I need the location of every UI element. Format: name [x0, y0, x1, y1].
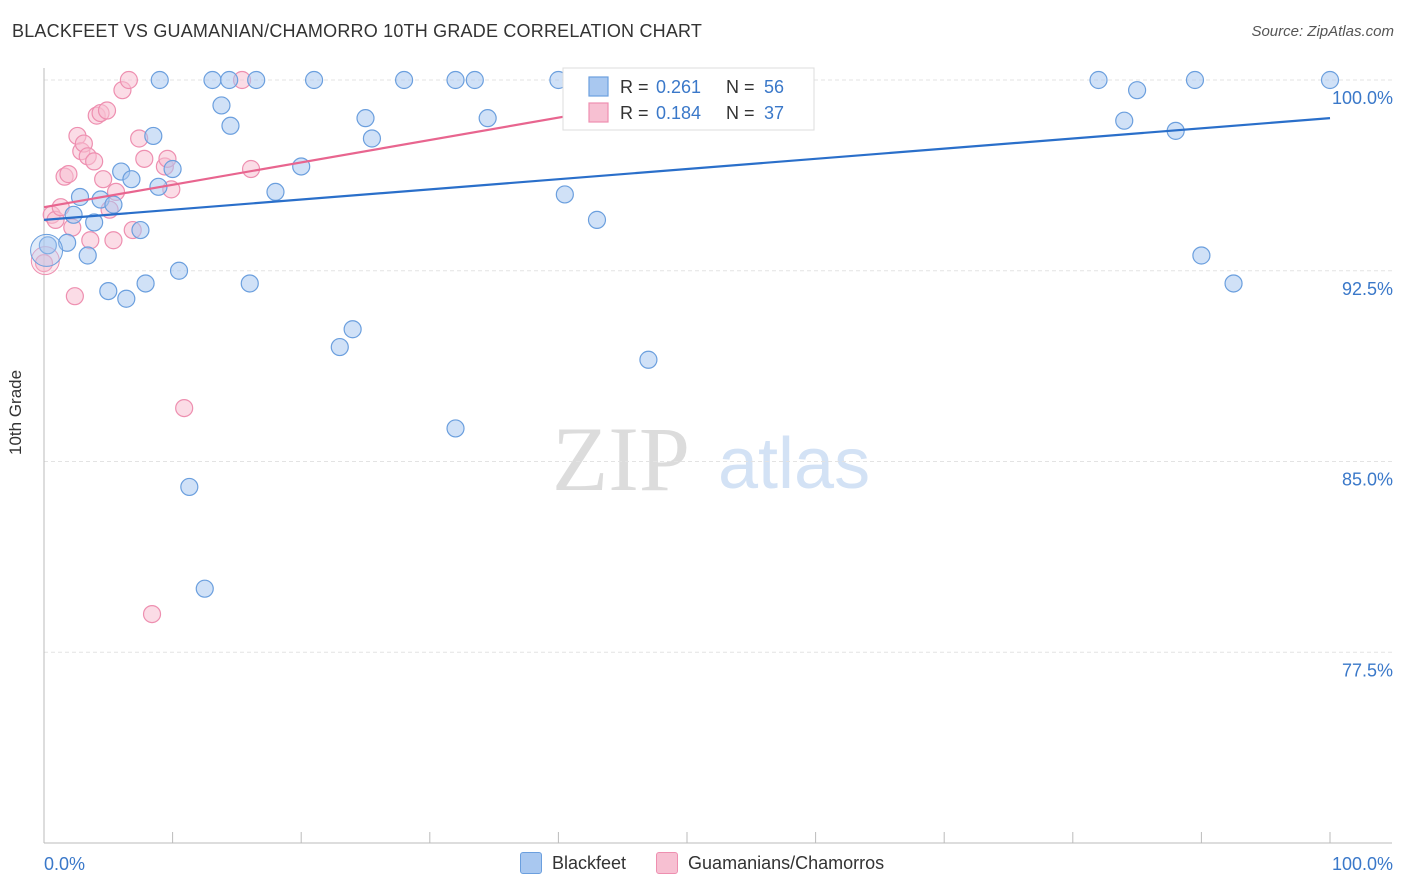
blackfeet-point-1: [58, 233, 77, 252]
chart-title: BLACKFEET VS GUAMANIAN/CHAMORRO 10TH GRA…: [12, 21, 703, 41]
blackfeet-point-42: [639, 350, 658, 369]
blackfeet-point-26: [247, 70, 266, 90]
legend-r-value-1: 0.261: [656, 77, 701, 97]
blackfeet-point-19: [180, 477, 199, 497]
y-tick-label-3: 100.0%: [1332, 88, 1393, 108]
blackfeet-point-29: [304, 70, 324, 90]
blackfeet-point-45: [1127, 81, 1147, 100]
guam-point-30: [175, 398, 194, 418]
blackfeet-point-25: [240, 274, 259, 293]
guam-point-19: [104, 231, 123, 250]
axes: [43, 68, 1392, 844]
guam-point-17: [97, 101, 117, 120]
legend-n-label-2: N =: [726, 103, 760, 123]
blackfeet-point-2: [64, 205, 83, 224]
blackfeet-point-48: [1192, 246, 1211, 265]
guam-point-16: [94, 170, 113, 189]
blackfeet-point-30: [330, 337, 349, 357]
x-tick-label-min: 0.0%: [44, 854, 85, 874]
gridlines: [44, 79, 1392, 653]
legend-r-label-1: R =: [620, 77, 654, 97]
blackfeet-point-43: [1089, 70, 1108, 90]
blackfeet-point-10: [117, 289, 136, 308]
watermark-atlas: atlas: [718, 424, 870, 504]
blackfeet-point-33: [362, 129, 382, 148]
blackfeet-point-21: [203, 70, 222, 90]
blackfeet-point-31: [343, 320, 362, 339]
legend-label-guam: Guamanians/Chamorros: [688, 852, 885, 873]
blackfeet-point-4: [78, 246, 97, 265]
y-tick-label-2: 92.5%: [1342, 279, 1393, 299]
guam-points: [30, 70, 261, 624]
guam-point-13: [85, 152, 104, 171]
legend-n-label-1: N =: [726, 77, 760, 97]
legend-n-value-2: 37: [764, 103, 784, 123]
blackfeet-point-7: [99, 281, 118, 301]
legend-top-swatch-blackfeet: [588, 76, 609, 97]
blackfeet-point-12: [131, 220, 150, 240]
guam-point-25: [135, 149, 154, 168]
blackfeet-point-32: [356, 109, 375, 128]
blackfeet-point-0: [38, 236, 57, 255]
guam-point-7: [65, 287, 84, 306]
blackfeet-point-38: [478, 109, 497, 128]
y-tick-labels: 77.5% 85.0% 92.5% 100.0%: [1332, 88, 1393, 680]
legend-r-value-2: 0.184: [656, 103, 701, 123]
legend-swatch-guam: [656, 852, 679, 874]
trend-line-blackfeet: [43, 117, 1331, 221]
legend-item-guam: Guamanians/Chamorros: [656, 852, 884, 874]
blackfeet-point-13: [136, 274, 155, 293]
blackfeet-point-44: [1115, 111, 1134, 130]
blackfeet-point-5: [85, 213, 104, 232]
legend-swatch-blackfeet: [520, 852, 542, 874]
legend-item-blackfeet: Blackfeet: [520, 852, 626, 874]
legend-top: R = 0.261 N = 56 R = 0.184 N = 37: [562, 67, 815, 131]
blackfeet-point-37: [465, 70, 484, 90]
y-tick-label-0: 77.5%: [1342, 660, 1393, 680]
y-tick-label-1: 85.0%: [1342, 470, 1393, 490]
legend-n-value-1: 56: [764, 77, 784, 97]
guam-point-5: [59, 165, 78, 184]
blackfeet-point-49: [1224, 274, 1243, 293]
guam-point-12: [81, 231, 100, 250]
blackfeet-point-17: [163, 159, 182, 179]
blackfeet-point-23: [221, 116, 240, 135]
legend-r-label-2: R =: [620, 103, 654, 123]
blackfeet-point-11: [122, 170, 141, 189]
blackfeet-point-20: [195, 579, 214, 598]
blackfeet-point-22: [212, 96, 231, 115]
legend-bottom: Blackfeet Guamanians/Chamorros: [520, 852, 914, 874]
blackfeet-point-8: [104, 195, 123, 214]
blackfeet-points: [30, 70, 1340, 598]
blackfeet-point-24: [220, 70, 239, 90]
blackfeet-point-41: [587, 210, 607, 229]
legend-label-blackfeet: Blackfeet: [552, 852, 627, 873]
legend-top-swatch-guam: [588, 102, 609, 123]
blackfeet-point-18: [169, 261, 189, 280]
blackfeet-point-35: [446, 419, 465, 438]
guam-point-0: [34, 254, 54, 273]
blackfeet-point-cluster: [30, 233, 64, 267]
blackfeet-point-14: [144, 126, 163, 146]
x-ticks: [43, 832, 1331, 843]
blackfeet-point-16: [150, 70, 169, 90]
blackfeet-point-34: [394, 70, 414, 90]
guam-point-22: [119, 70, 138, 90]
blackfeet-point-40: [555, 185, 574, 204]
blackfeet-point-50: [1320, 70, 1340, 90]
blackfeet-point-47: [1185, 70, 1205, 90]
source-label: Source: ZipAtlas.com: [1251, 23, 1394, 40]
blackfeet-point-36: [446, 70, 465, 90]
guam-point-26: [142, 604, 162, 624]
watermark-zip: ZIP: [552, 408, 690, 510]
blackfeet-point-27: [266, 182, 285, 202]
x-tick-label-max: 100.0%: [1332, 854, 1393, 874]
